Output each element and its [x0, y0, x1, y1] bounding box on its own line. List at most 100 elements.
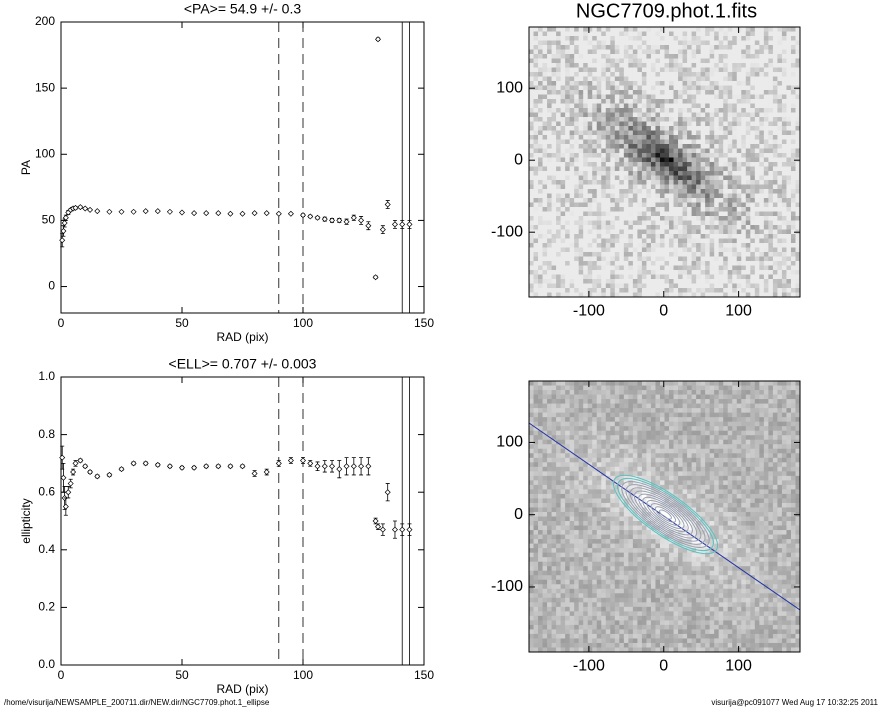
- pixel: [632, 202, 638, 208]
- pixel: [709, 36, 715, 41]
- pixel: [736, 45, 742, 50]
- pixel: [614, 148, 620, 154]
- pixel: [646, 49, 652, 55]
- pixel: [795, 243, 800, 248]
- pixel: [605, 256, 611, 262]
- pixel: [777, 180, 783, 185]
- pixel: [556, 112, 562, 118]
- pixel: [700, 67, 706, 73]
- pixel: [529, 81, 535, 86]
- pixel: [646, 112, 652, 118]
- pixel: [538, 63, 544, 68]
- pixel: [596, 148, 602, 154]
- pixel: [547, 493, 553, 499]
- pixel: [533, 292, 539, 297]
- pixel: [678, 148, 684, 154]
- pixel: [592, 265, 598, 271]
- pixel: [556, 157, 562, 163]
- pixel: [551, 166, 557, 172]
- pixel: [605, 484, 611, 490]
- pixel: [709, 103, 715, 109]
- pixel: [610, 130, 616, 136]
- pixel: [565, 462, 571, 468]
- pixel: [578, 462, 584, 468]
- pixel: [736, 225, 742, 230]
- pixel: [786, 27, 792, 32]
- pixel: [560, 471, 566, 477]
- pixel: [655, 225, 661, 230]
- pixel: [542, 247, 548, 253]
- pixel: [673, 117, 679, 122]
- pixel: [592, 175, 598, 181]
- pixel: [605, 130, 611, 136]
- pixel: [538, 279, 544, 284]
- pixel: [574, 162, 580, 167]
- pixel: [632, 99, 638, 104]
- pixel: [741, 184, 747, 190]
- pixel: [601, 548, 607, 554]
- pixel: [596, 238, 602, 244]
- pixel: [763, 162, 769, 167]
- pixel: [637, 58, 643, 64]
- pixel: [696, 27, 702, 32]
- data-point: [275, 460, 282, 467]
- pixel: [592, 202, 598, 208]
- pixel: [772, 31, 778, 37]
- pixel: [723, 49, 729, 55]
- pixel: [691, 76, 697, 82]
- pixel: [664, 99, 670, 104]
- pixel: [736, 81, 742, 86]
- pixel: [678, 126, 684, 131]
- pixel: [578, 265, 584, 271]
- data-point: [82, 205, 89, 212]
- pixel: [569, 166, 575, 172]
- pixel: [768, 72, 774, 77]
- pixel: [592, 270, 598, 275]
- pixel: [759, 67, 765, 73]
- pixel: [583, 63, 589, 68]
- pixel: [641, 220, 647, 226]
- pixel: [569, 36, 575, 41]
- pixel: [754, 27, 760, 32]
- pixel: [574, 261, 580, 266]
- pixel: [669, 279, 675, 284]
- pixel: [781, 292, 787, 297]
- pixel: [641, 90, 647, 95]
- pixel: [605, 579, 611, 585]
- pixel: [533, 448, 539, 454]
- pixel: [763, 153, 769, 158]
- pixel: [542, 647, 548, 652]
- pixel: [750, 243, 756, 248]
- pixel: [781, 238, 787, 244]
- data-point: [379, 526, 386, 533]
- pixel: [628, 265, 634, 271]
- pixel: [574, 148, 580, 154]
- pixel: [659, 139, 665, 145]
- pixel: [750, 189, 756, 194]
- pixel: [768, 108, 774, 113]
- pixel: [736, 184, 742, 190]
- pixel: [560, 493, 566, 499]
- pixel: [723, 135, 729, 140]
- pixel: [673, 243, 679, 248]
- pixel: [556, 45, 562, 50]
- pixel: [628, 243, 634, 248]
- pixel: [556, 67, 562, 73]
- pixel: [709, 225, 715, 230]
- pixel: [723, 261, 729, 266]
- pixel: [772, 265, 778, 271]
- pixel: [556, 435, 562, 441]
- pixel: [574, 72, 580, 77]
- pixel: [795, 130, 800, 136]
- pixel: [786, 72, 792, 77]
- pixel: [646, 45, 652, 50]
- pixel: [619, 58, 625, 64]
- pixel: [592, 448, 598, 454]
- pixel: [700, 36, 706, 41]
- pixel: [578, 54, 584, 59]
- pixel: [723, 270, 729, 275]
- pixel: [551, 126, 557, 131]
- pixel: [745, 90, 751, 95]
- pixel: [714, 40, 720, 46]
- pixel: [596, 575, 602, 581]
